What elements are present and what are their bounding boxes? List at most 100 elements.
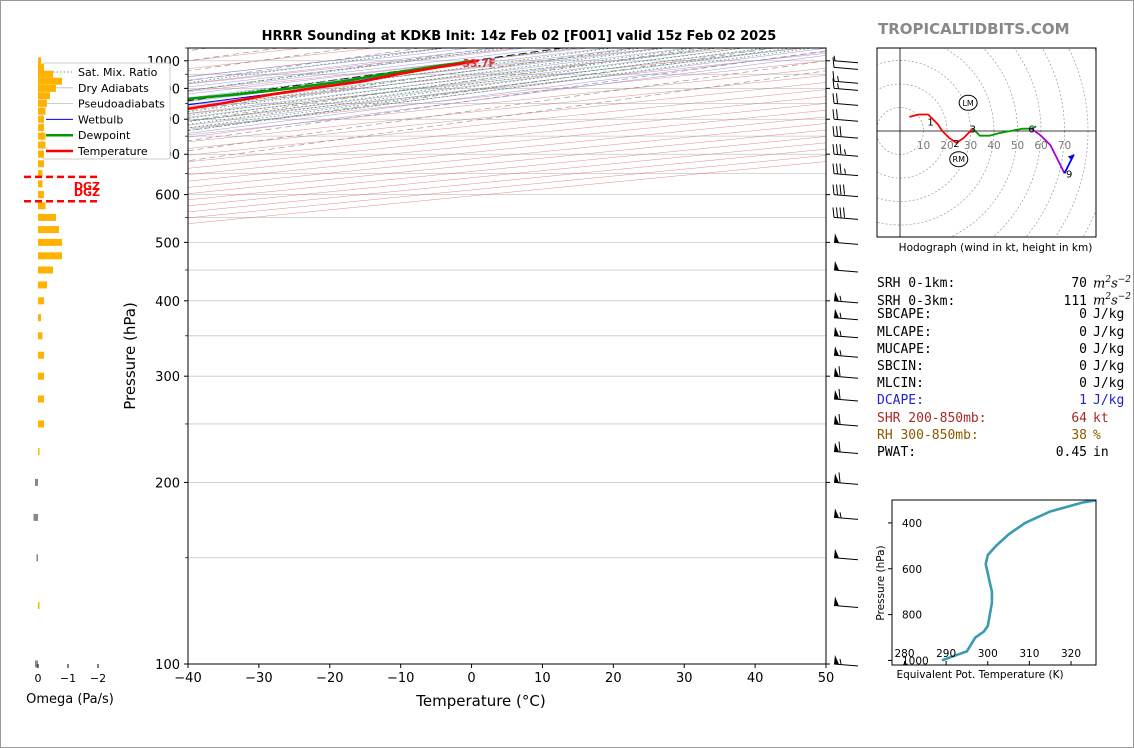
- index-value: 70: [1071, 276, 1087, 292]
- barb-staff: [833, 102, 859, 106]
- barb-staff: [833, 269, 859, 273]
- hodograph-height-label: 1: [927, 118, 933, 129]
- barb-staff: [833, 375, 859, 379]
- hodograph-frame: [876, 47, 1097, 238]
- dry-adiabat-line: [188, 142, 826, 207]
- theta-e-x-axis-label: Equivalent Pot. Temperature (K): [896, 669, 1063, 681]
- x-tick-label: −30: [245, 671, 272, 686]
- dry-adiabat-line: [188, 89, 826, 156]
- moist-adiabat-line: [188, 48, 826, 130]
- barb-pennant: [834, 548, 839, 559]
- dry-adiabat-line: [188, 48, 590, 92]
- index-unit-part: 2: [1105, 275, 1112, 285]
- index-value: 0: [1079, 341, 1087, 357]
- barb-flag: [839, 184, 842, 195]
- index-label: RH 300-850mb:: [877, 427, 979, 443]
- barb-flag: [838, 413, 841, 425]
- hodograph-height-label: 2: [953, 139, 959, 150]
- barb-flag: [832, 144, 835, 155]
- wind-barb: [833, 441, 859, 455]
- storm-motion-label: RM: [953, 155, 966, 164]
- barb-half-flag: [839, 658, 842, 665]
- omega-bar: [38, 602, 40, 610]
- wind-barb: [832, 144, 859, 157]
- barb-pennant: [834, 346, 839, 356]
- omega-bar: [38, 448, 40, 456]
- omega-bar: [38, 160, 44, 168]
- storm-motion-marker: [958, 94, 978, 111]
- hodograph-ring-label: 60: [1034, 140, 1047, 152]
- legend-item-label: Dewpoint: [78, 129, 131, 142]
- dry-adiabat-line: [188, 82, 826, 149]
- barb-staff: [833, 173, 859, 177]
- barb-staff: [833, 135, 859, 139]
- index-value: 64: [1071, 410, 1087, 426]
- omega-axis-label: Omega (Pa/s): [26, 692, 114, 707]
- index-label: MLCAPE:: [877, 324, 932, 340]
- barb-half-flag: [839, 350, 842, 356]
- barb-pennant: [834, 233, 839, 243]
- y-tick-label: 500: [155, 236, 180, 251]
- barb-staff: [833, 481, 859, 485]
- barb-half-flag: [839, 295, 842, 301]
- surface-temperature-label: 33.7F: [463, 58, 496, 70]
- mixing-ratio-line: [188, 48, 642, 109]
- wind-barb: [833, 366, 859, 379]
- omega-bar: [35, 478, 38, 486]
- wind-barb: [833, 260, 859, 273]
- barb-flag: [836, 144, 838, 155]
- wind-barb: [833, 326, 859, 339]
- barb-half-flag: [839, 330, 842, 336]
- barb-staff: [833, 423, 859, 427]
- moist-adiabat-line: [188, 55, 826, 138]
- omega-bar: [38, 115, 44, 123]
- barb-flag: [832, 109, 835, 120]
- omega-bar: [38, 226, 59, 234]
- hodograph-ring-label: 50: [1011, 140, 1024, 152]
- wind-barb: [833, 233, 859, 245]
- barb-flag: [836, 207, 838, 218]
- omega-bar: [33, 513, 38, 521]
- wind-barb: [833, 508, 859, 520]
- legend-item-label: Dry Adiabats: [78, 82, 149, 95]
- dry-adiabat-line: [188, 67, 826, 136]
- index-row: PWAT: 0.45 in: [877, 444, 1131, 461]
- index-unit: J/kg: [1093, 393, 1125, 409]
- barb-flag: [838, 366, 841, 377]
- wind-barbs: [832, 55, 859, 667]
- barb-half-flag: [844, 149, 846, 155]
- moist-adiabat-line: [188, 48, 745, 118]
- wind-barb: [833, 291, 859, 304]
- barb-half-flag: [839, 312, 842, 318]
- barb-pennant: [834, 473, 839, 483]
- wind-barb: [832, 78, 859, 91]
- y-tick-label: 600: [155, 189, 180, 204]
- x-tick-label: 50: [818, 671, 835, 686]
- index-value: 0: [1079, 324, 1087, 340]
- barb-flag: [839, 144, 842, 155]
- theta-e-y-tick-label: 400: [902, 518, 922, 530]
- barb-flag: [836, 163, 838, 174]
- moist-adiabat-line: [188, 48, 690, 110]
- index-unit: J/kg: [1093, 324, 1125, 340]
- omega-bar: [38, 332, 43, 340]
- wind-barb: [832, 71, 859, 84]
- skewt-plot-frame: [187, 47, 827, 665]
- index-row: SRH 0-3km: 111 m2s−2: [877, 289, 1131, 309]
- index-unit-part: m: [1093, 293, 1106, 309]
- index-unit-part: −2: [1117, 275, 1132, 285]
- omega-bar: [38, 180, 43, 188]
- barb-flag: [836, 109, 838, 120]
- barb-flag: [836, 184, 838, 195]
- omega-bar: [38, 202, 46, 210]
- index-unit-part: m: [1093, 276, 1106, 292]
- moist-adiabat-line: [188, 48, 717, 114]
- y-tick-label: 300: [155, 370, 180, 385]
- index-label: SBCAPE:: [877, 307, 932, 323]
- dgz-label: DGZ: [74, 186, 100, 199]
- barb-pennant: [834, 291, 839, 302]
- barb-flag: [836, 126, 838, 137]
- barb-staff: [833, 317, 859, 321]
- omega-bar: [38, 99, 47, 107]
- hodograph-panel: 10 20 30 40 50 60 70 1 23 6 9 LM RM Hodograph (wind i…: [876, 47, 1097, 254]
